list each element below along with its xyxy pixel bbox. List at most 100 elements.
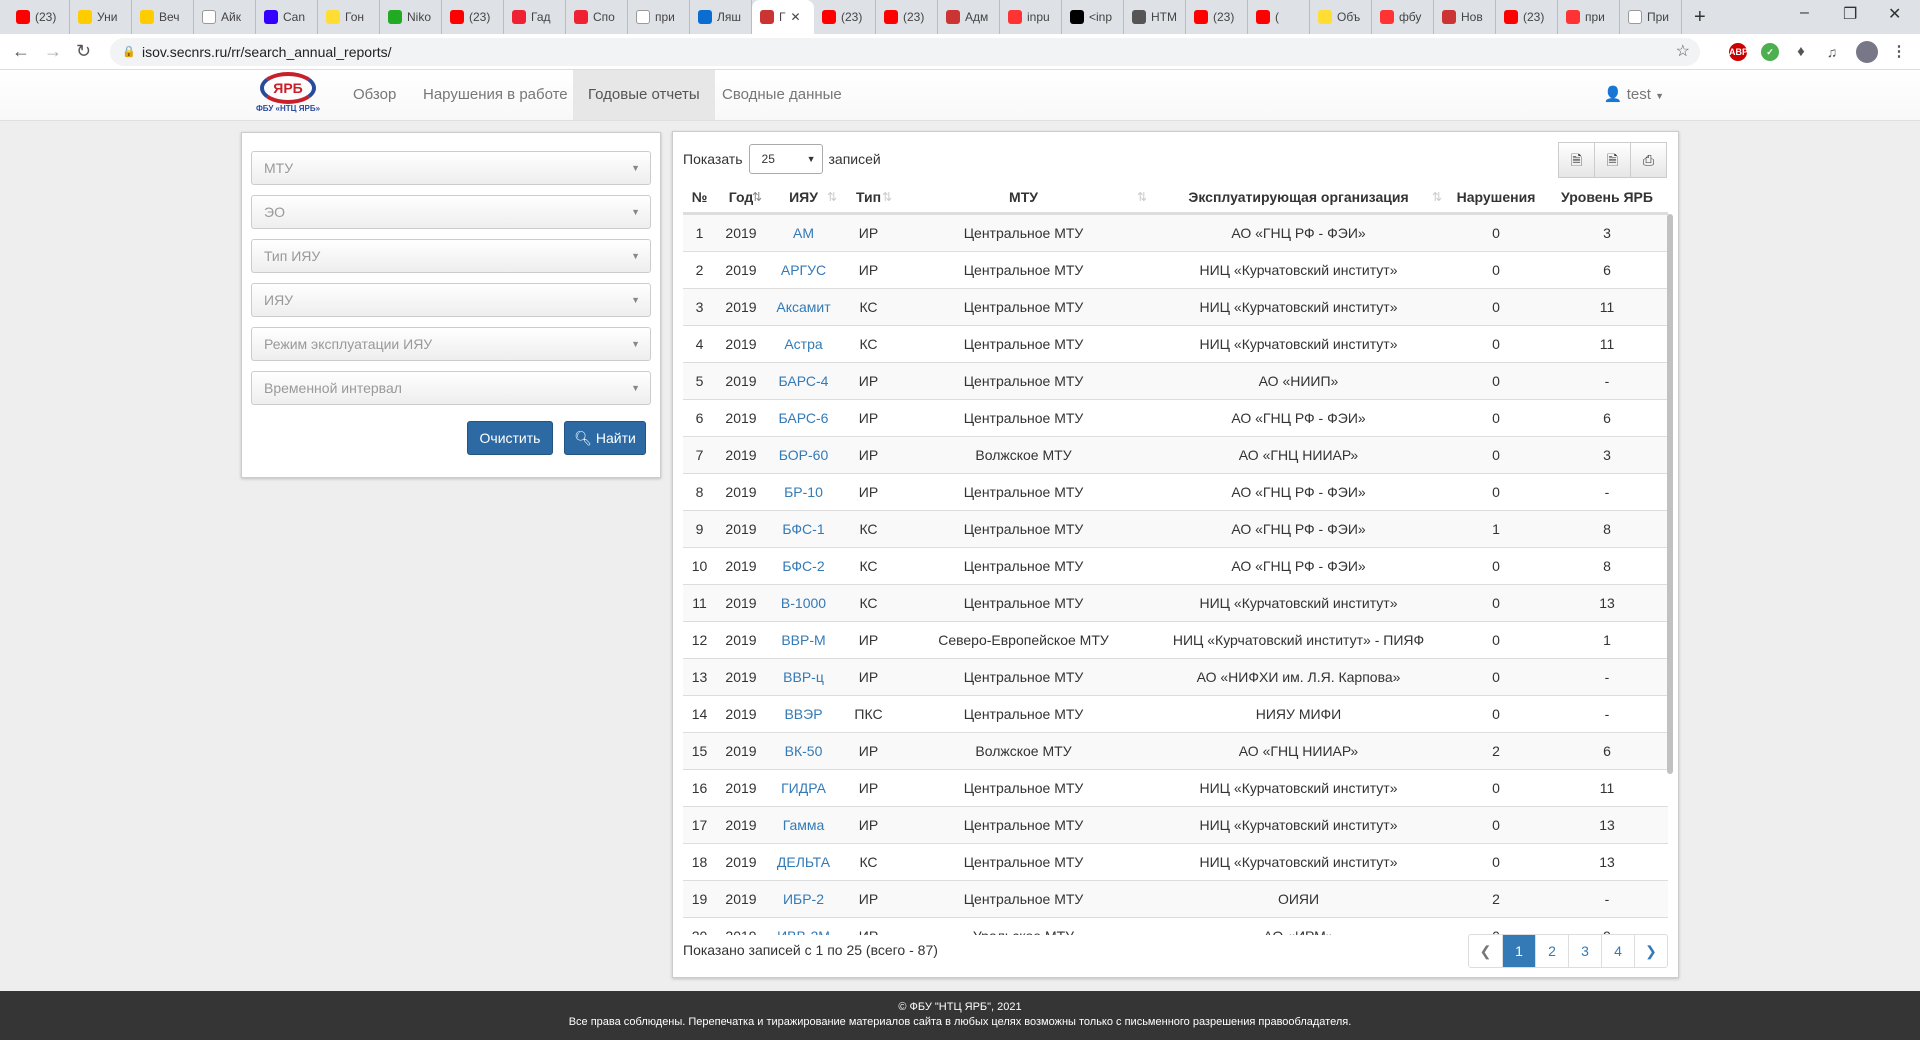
new-tab-button[interactable]: + <box>1694 5 1706 28</box>
reactor-link[interactable]: ГИДРА <box>781 780 826 796</box>
browser-tab[interactable]: (23) <box>1496 0 1558 34</box>
filter-select[interactable]: Режим эксплуатации ИЯУ ▼ <box>251 327 651 361</box>
filter-select[interactable]: ИЯУ ▼ <box>251 283 651 317</box>
column-header[interactable]: Тип ⇅ <box>841 182 896 212</box>
browser-tab[interactable]: (23) <box>814 0 876 34</box>
prev-page-button[interactable]: ❮ <box>1479 943 1492 959</box>
next-page-button[interactable]: ❯ <box>1634 935 1667 967</box>
browser-tab[interactable]: Объ <box>1310 0 1372 34</box>
browser-tab[interactable]: при <box>628 0 690 34</box>
reactor-link[interactable]: В-1000 <box>780 595 827 611</box>
reactor-link[interactable]: ВВР-ц <box>783 669 824 685</box>
browser-tab[interactable]: inpu <box>1000 0 1062 34</box>
filter-select[interactable]: Тип ИЯУ ▼ <box>251 239 651 273</box>
browser-tab[interactable]: при <box>1558 0 1620 34</box>
restore-button[interactable]: ❐ <box>1843 6 1858 23</box>
filter-select[interactable]: МТУ ▼ <box>251 151 651 185</box>
reactor-link[interactable]: Астра <box>784 336 823 352</box>
browser-tab[interactable]: (23) <box>876 0 938 34</box>
reactor-link[interactable]: АМ <box>793 225 814 241</box>
reactor-link[interactable]: ВВР-М <box>781 632 826 648</box>
page-button[interactable]: 1 <box>1502 935 1535 967</box>
column-header[interactable]: ИЯУ ⇅ <box>766 182 841 212</box>
browser-tab[interactable]: Уни <box>70 0 132 34</box>
browser-tab[interactable]: (23) <box>1186 0 1248 34</box>
forward-icon[interactable]: → <box>44 41 62 61</box>
browser-tab[interactable]: HTM <box>1124 0 1186 34</box>
browser-tab[interactable]: Гон <box>318 0 380 34</box>
reload-icon[interactable]: ↻ <box>76 41 92 61</box>
print-button[interactable]: ⎙ <box>1630 142 1667 178</box>
table-cell: НИЦ «Курчатовский институт» <box>1199 854 1398 870</box>
nav-summary[interactable]: Сводные данные <box>722 86 842 103</box>
page-button[interactable]: 4 <box>1601 935 1634 967</box>
browser-tab[interactable]: Can <box>256 0 318 34</box>
page-button[interactable]: 3 <box>1568 935 1601 967</box>
filter-select[interactable]: ЭО ▼ <box>251 195 651 229</box>
find-button[interactable]: 🔍︎ Найти <box>564 421 646 455</box>
column-header[interactable]: № <box>683 182 716 212</box>
page-button[interactable]: 2 <box>1535 935 1568 967</box>
browser-tab[interactable]: Нов <box>1434 0 1496 34</box>
reactor-link[interactable]: ИБР-2 <box>782 891 825 907</box>
nav-violations[interactable]: Нарушения в работе <box>423 86 568 103</box>
reactor-link[interactable]: БАРС-4 <box>778 373 829 389</box>
browser-tab[interactable]: При <box>1620 0 1682 34</box>
clear-button[interactable]: Очистить <box>467 421 553 455</box>
tab-close-icon[interactable]: ✕ <box>790 10 801 24</box>
tab-title: Адм <box>965 10 989 24</box>
export-excel-button[interactable]: 🗎 <box>1558 142 1595 178</box>
filter-select[interactable]: Временной интервал ▼ <box>251 371 651 405</box>
adblock-icon[interactable]: ABP <box>1729 43 1748 61</box>
url-input[interactable]: 🔒 isov.secnrs.ru/rr/search_annual_reports… <box>110 38 1700 66</box>
reactor-link[interactable]: ВВЭР <box>784 706 823 722</box>
browser-tab[interactable]: Адм <box>938 0 1000 34</box>
column-header-label: Нарушения <box>1456 189 1536 205</box>
column-header[interactable]: Нарушения <box>1446 182 1546 212</box>
user-menu[interactable]: 👤 test ▼ <box>1604 70 1664 121</box>
column-header[interactable]: Уровень ЯРБ <box>1546 182 1668 212</box>
reactor-link[interactable]: АРГУС <box>780 262 827 278</box>
browser-tab[interactable]: (23) <box>8 0 70 34</box>
column-header[interactable]: Год ⇅ <box>716 182 766 212</box>
reactor-link[interactable]: ИВВ-2М <box>766 918 841 935</box>
reactor-link[interactable]: БОР-60 <box>778 447 829 463</box>
browser-tab[interactable]: Niko <box>380 0 442 34</box>
site-logo[interactable]: ЯРБ ФБУ «НТЦ ЯРБ» <box>252 72 324 118</box>
star-icon[interactable]: ☆ <box>1675 43 1690 60</box>
browser-tab[interactable]: <inp <box>1062 0 1124 34</box>
browser-tab[interactable]: (23) <box>442 0 504 34</box>
close-window-button[interactable]: ✕ <box>1888 6 1902 23</box>
minimize-button[interactable]: – <box>1800 4 1809 21</box>
reactor-link[interactable]: БФС-1 <box>782 521 825 537</box>
nav-annual-reports[interactable]: Годовые отчеты <box>573 70 715 120</box>
export-pdf-button[interactable]: 🗎 <box>1594 142 1631 178</box>
browser-tab[interactable]: Веч <box>132 0 194 34</box>
table-scrollbar[interactable] <box>1667 214 1673 774</box>
browser-tab[interactable]: Ляш <box>690 0 752 34</box>
reactor-link[interactable]: БФС-2 <box>782 558 825 574</box>
media-icon[interactable]: ♫ <box>1826 44 1838 60</box>
table-cell: НИЦ «Курчатовский институт» <box>1199 817 1398 833</box>
page-length-select[interactable]: 25 ▼ <box>748 144 823 174</box>
reactor-link[interactable]: БР-10 <box>784 484 823 500</box>
back-icon[interactable]: ← <box>12 41 30 61</box>
shield-icon[interactable]: ✓ <box>1761 43 1779 61</box>
column-header[interactable]: Эксплуатирующая организация ⇅ <box>1151 182 1446 212</box>
nav-overview[interactable]: Обзор <box>353 86 397 103</box>
browser-tab[interactable]: Г ✕ <box>752 0 814 34</box>
extensions-icon[interactable]: ♦ <box>1797 43 1805 60</box>
reactor-link[interactable]: Гамма <box>782 817 825 833</box>
browser-tab[interactable]: фбу <box>1372 0 1434 34</box>
reactor-link[interactable]: БАРС-6 <box>778 410 829 426</box>
column-header[interactable]: МТУ ⇅ <box>896 182 1151 212</box>
avatar[interactable] <box>1856 41 1878 63</box>
browser-tab[interactable]: Айк <box>194 0 256 34</box>
reactor-link[interactable]: Аксамит <box>776 299 831 315</box>
reactor-link[interactable]: ВК-50 <box>784 743 823 759</box>
browser-tab[interactable]: Спо <box>566 0 628 34</box>
browser-tab[interactable]: Гад <box>504 0 566 34</box>
browser-tab[interactable]: ( <box>1248 0 1310 34</box>
reactor-link[interactable]: ДЕЛЬТА <box>776 854 831 870</box>
menu-icon[interactable]: ⋮ <box>1891 43 1907 60</box>
